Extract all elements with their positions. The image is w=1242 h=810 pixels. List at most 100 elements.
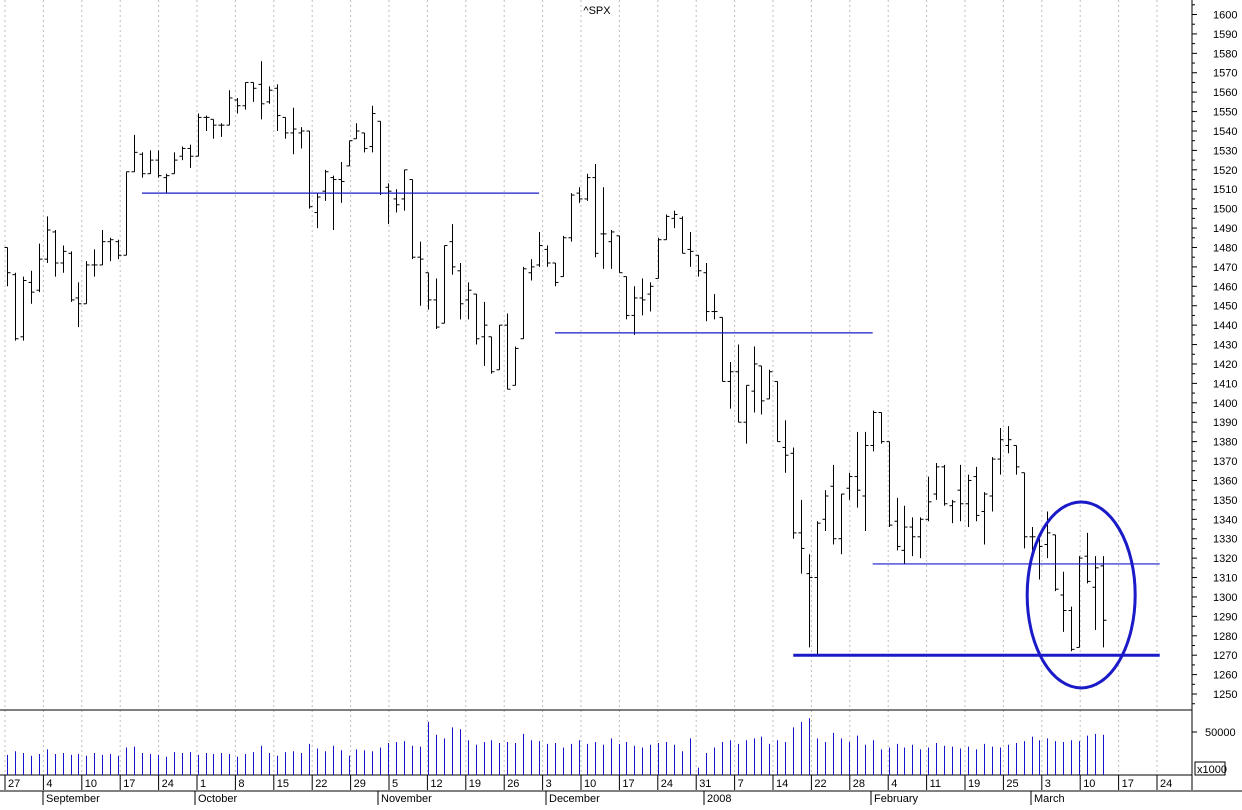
- ohlc-bar: [735, 344, 742, 423]
- y-tick-label: 1560: [1213, 87, 1237, 99]
- ohlc-bar: [774, 380, 781, 443]
- ohlc-bar: [425, 272, 432, 310]
- month-label: September: [46, 793, 100, 805]
- ohlc-bar: [449, 224, 456, 275]
- ohlc-bar: [957, 464, 964, 522]
- date-tick-label: 11: [930, 778, 941, 790]
- date-tick-label: 19: [469, 778, 481, 790]
- ohlc-bar: [854, 431, 861, 508]
- ohlc-bar: [91, 249, 98, 277]
- y-tick-label: 1490: [1213, 223, 1237, 235]
- date-tick-label: 19: [968, 778, 980, 790]
- ohlc-bar: [306, 130, 313, 209]
- date-tick-label: 10: [584, 778, 596, 790]
- date-tick-label: 24: [1160, 778, 1172, 790]
- annotations: [142, 192, 1160, 690]
- ohlc-bar: [703, 263, 710, 322]
- date-tick-label: 12: [430, 778, 442, 790]
- ohlc-bar: [218, 123, 225, 137]
- y-tick-label: 1300: [1213, 592, 1237, 604]
- date-tick-label: 25: [1006, 778, 1018, 790]
- y-tick-label: 1530: [1213, 145, 1237, 157]
- ohlc-bar: [608, 230, 615, 269]
- ohlc-bar: [353, 123, 360, 140]
- y-tick-label: 1330: [1213, 534, 1237, 546]
- y-tick-label: 1440: [1213, 320, 1237, 332]
- y-tick-label: 1320: [1213, 553, 1237, 565]
- ohlc-bar: [711, 294, 718, 320]
- ohlc-bar: [814, 521, 821, 656]
- ohlc-bar: [1044, 511, 1051, 559]
- grid-layer: [4, 0, 1158, 774]
- date-tick-label: 28: [853, 778, 865, 790]
- ohlc-bar: [886, 441, 893, 528]
- y-tick-label: 1360: [1213, 475, 1237, 487]
- ohlc-bar: [1092, 556, 1099, 630]
- y-tick-label: 1380: [1213, 437, 1237, 449]
- date-tick-label: 31: [699, 778, 711, 790]
- date-tick-label: 22: [814, 778, 826, 790]
- ohlc-bar: [830, 464, 837, 545]
- y-tick-label: 1310: [1213, 573, 1237, 585]
- ohlc-bar: [798, 499, 805, 574]
- ohlc-bar: [870, 410, 877, 452]
- ohlc-bar: [28, 270, 35, 304]
- ohlc-bar: [568, 193, 575, 242]
- ohlc-bar: [544, 245, 551, 267]
- ohlc-bar: [536, 231, 543, 267]
- y-tick-label: 1580: [1213, 48, 1237, 60]
- ohlc-bar: [917, 517, 924, 559]
- y-tick-label: 1550: [1213, 107, 1237, 119]
- ohlc-bar: [743, 384, 750, 444]
- date-tick-label: 17: [1122, 778, 1134, 790]
- date-tick-label: 5: [392, 778, 398, 790]
- y-tick-label: 1520: [1213, 165, 1237, 177]
- ohlc-bar: [330, 175, 337, 231]
- ohlc-bar: [266, 86, 273, 104]
- ohlc-bar: [981, 492, 988, 545]
- y-tick-label: 1400: [1213, 398, 1237, 410]
- ohlc-bar: [179, 146, 186, 161]
- date-tick-label: 17: [123, 778, 135, 790]
- ohlc-bar: [52, 230, 59, 277]
- ohlc-bar: [369, 105, 376, 153]
- ohlc-bar: [75, 282, 82, 328]
- y-tick-label: 1600: [1213, 10, 1237, 22]
- ohlc-bar: [822, 490, 829, 531]
- ohlc-bar: [131, 134, 138, 173]
- month-label: October: [198, 793, 237, 805]
- ohlc-bar: [290, 107, 297, 155]
- date-tick-label: 26: [507, 778, 519, 790]
- month-label: December: [549, 793, 600, 805]
- ohlc-bar: [1084, 532, 1091, 584]
- ohlc-bar: [679, 216, 686, 254]
- date-tick-label: 4: [891, 778, 897, 790]
- volume-bars: [7, 718, 1104, 775]
- date-tick-label: 1: [200, 778, 206, 790]
- ohlc-bar: [409, 179, 416, 260]
- ohlc-bar: [1100, 556, 1107, 648]
- y-tick-label: 1480: [1213, 242, 1237, 254]
- ohlc-bar: [719, 316, 726, 382]
- ohlc-bar: [1076, 556, 1083, 648]
- date-tick-label: 22: [315, 778, 327, 790]
- ohlc-bar: [528, 259, 535, 281]
- ohlc-bar: [242, 81, 249, 110]
- month-label: November: [381, 793, 432, 805]
- y-tick-label: 1260: [1213, 670, 1237, 682]
- ohlc-bar: [488, 336, 495, 374]
- ohlc-bar: [457, 263, 464, 320]
- ohlc-bar: [894, 497, 901, 551]
- ohlc-bar: [790, 447, 797, 539]
- date-tick-label: 3: [1045, 778, 1051, 790]
- volume-unit-box: [1194, 761, 1226, 776]
- ohlc-bar: [68, 251, 75, 302]
- ohlc-bar: [616, 235, 623, 274]
- ohlc-bar: [433, 278, 440, 330]
- ohlc-bar: [361, 132, 368, 153]
- ohlc-bar: [600, 187, 607, 269]
- ohlc-bar: [647, 282, 654, 312]
- ohlc-bar: [520, 266, 527, 340]
- ohlc-bar: [481, 301, 488, 366]
